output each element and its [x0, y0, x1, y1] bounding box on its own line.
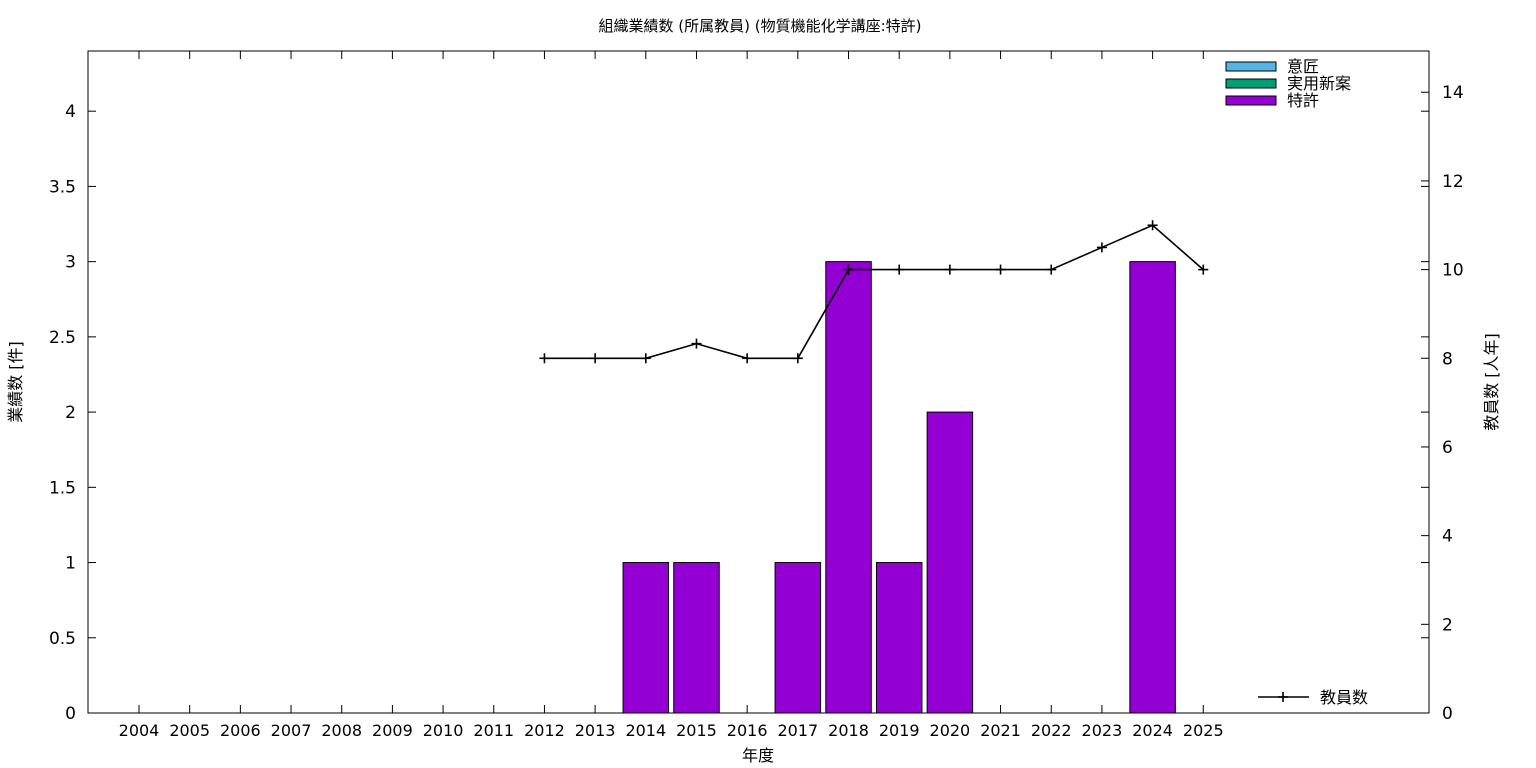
bar-2018	[825, 261, 872, 714]
x-tick-label: 2015	[676, 721, 717, 740]
x-tick-label: 2010	[423, 721, 464, 740]
y-axis-left: 0 0.5 1 1.5 2 2.5 3 3.5 4	[49, 102, 1429, 724]
legend-line-label: 教員数	[1320, 688, 1368, 707]
x-tick-label: 2025	[1183, 721, 1224, 740]
legend-swatch	[1225, 61, 1277, 72]
legend-swatch	[1225, 95, 1277, 106]
y-axis-right: 0 2 4 6 8 10 12 14	[1421, 83, 1464, 724]
teacher-count-point-2020	[944, 264, 955, 275]
x-tick-label: 2020	[930, 721, 971, 740]
bar-2017	[774, 562, 822, 714]
y-tick-label: 0.5	[49, 629, 76, 649]
x-axis: 2004 2005 2006 2007 2008 2009 2010 2011 2012 2013…	[119, 51, 1224, 740]
teacher-count-point-2024	[1147, 220, 1158, 231]
legend-label: 特許	[1287, 91, 1319, 110]
teacher-count-point-2014	[640, 353, 651, 364]
bar-2024	[1129, 261, 1176, 714]
line-series-group	[539, 220, 1209, 364]
x-tick-label: 2011	[473, 721, 514, 740]
y-tick-label: 1	[65, 554, 76, 574]
x-tick-label: 2005	[169, 721, 210, 740]
y2-tick-label: 8	[1442, 349, 1453, 369]
y-axis-label: 業績数 [件]	[6, 341, 25, 423]
x-tick-label: 2018	[828, 721, 869, 740]
bar-2019	[875, 562, 923, 714]
bar-2015	[673, 562, 720, 714]
y2-tick-label: 2	[1442, 615, 1453, 635]
teacher-count-point-2013	[590, 353, 601, 364]
teacher-count-point-2016	[742, 353, 753, 364]
y-tick-label: 0	[65, 704, 76, 724]
teacher-count-point-2021	[995, 264, 1006, 275]
y-tick-label: 1.5	[49, 478, 76, 498]
x-tick-label: 2014	[625, 721, 666, 740]
plot-area-frame	[87, 50, 1430, 714]
y2-tick-label: 0	[1442, 704, 1453, 724]
x-tick-label: 2022	[1031, 721, 1072, 740]
teacher-count-point-2018	[843, 264, 854, 275]
legend-label: 意匠	[1287, 57, 1319, 76]
x-tick-label: 2004	[119, 721, 160, 740]
legend-swatch	[1225, 78, 1277, 89]
y-tick-label: 3.5	[49, 177, 76, 197]
teacher-count-line	[544, 224, 1204, 360]
x-tick-label: 2016	[727, 721, 768, 740]
x-tick-label: 2021	[980, 721, 1021, 740]
teacher-count-point-2022	[1046, 264, 1057, 275]
x-axis-label: 年度	[742, 746, 774, 765]
y-tick-label: 2	[65, 403, 76, 423]
chart-title: 組織業績数 (所属教員) (物質機能化学講座:特許)	[598, 17, 921, 35]
teacher-count-point-2017	[792, 353, 803, 364]
y2-tick-label: 12	[1442, 172, 1464, 192]
x-tick-label: 2012	[524, 721, 565, 740]
y2-tick-label: 14	[1442, 83, 1464, 103]
x-tick-label: 2007	[271, 721, 312, 740]
x-tick-label: 2023	[1082, 721, 1123, 740]
y-tick-label: 2.5	[49, 328, 76, 348]
teacher-count-point-2015	[691, 338, 702, 349]
teacher-count-point-2025	[1198, 264, 1209, 275]
y2-tick-label: 6	[1442, 438, 1453, 458]
y2-tick-label: 4	[1442, 527, 1453, 547]
bar-2020	[926, 411, 974, 714]
x-tick-label: 2009	[372, 721, 413, 740]
teacher-count-point-2019	[894, 264, 905, 275]
bar-2014	[622, 562, 670, 714]
x-tick-label: 2008	[321, 721, 362, 740]
y2-axis-label: 教員数 [人年]	[1482, 333, 1501, 431]
legend-label: 実用新案	[1287, 74, 1351, 93]
x-tick-label: 2017	[777, 721, 818, 740]
legend-line: 教員数	[1258, 688, 1368, 707]
x-tick-label: 2024	[1132, 721, 1173, 740]
y-tick-label: 3	[65, 253, 76, 273]
y-tick-label: 4	[65, 102, 76, 122]
teacher-count-point-2012	[539, 353, 550, 364]
x-tick-label: 2006	[220, 721, 261, 740]
y2-tick-label: 10	[1442, 261, 1464, 281]
teacher-count-point-2023	[1096, 242, 1107, 253]
x-tick-label: 2013	[575, 721, 616, 740]
x-tick-label: 2019	[879, 721, 920, 740]
bar-series-group	[622, 261, 1176, 714]
